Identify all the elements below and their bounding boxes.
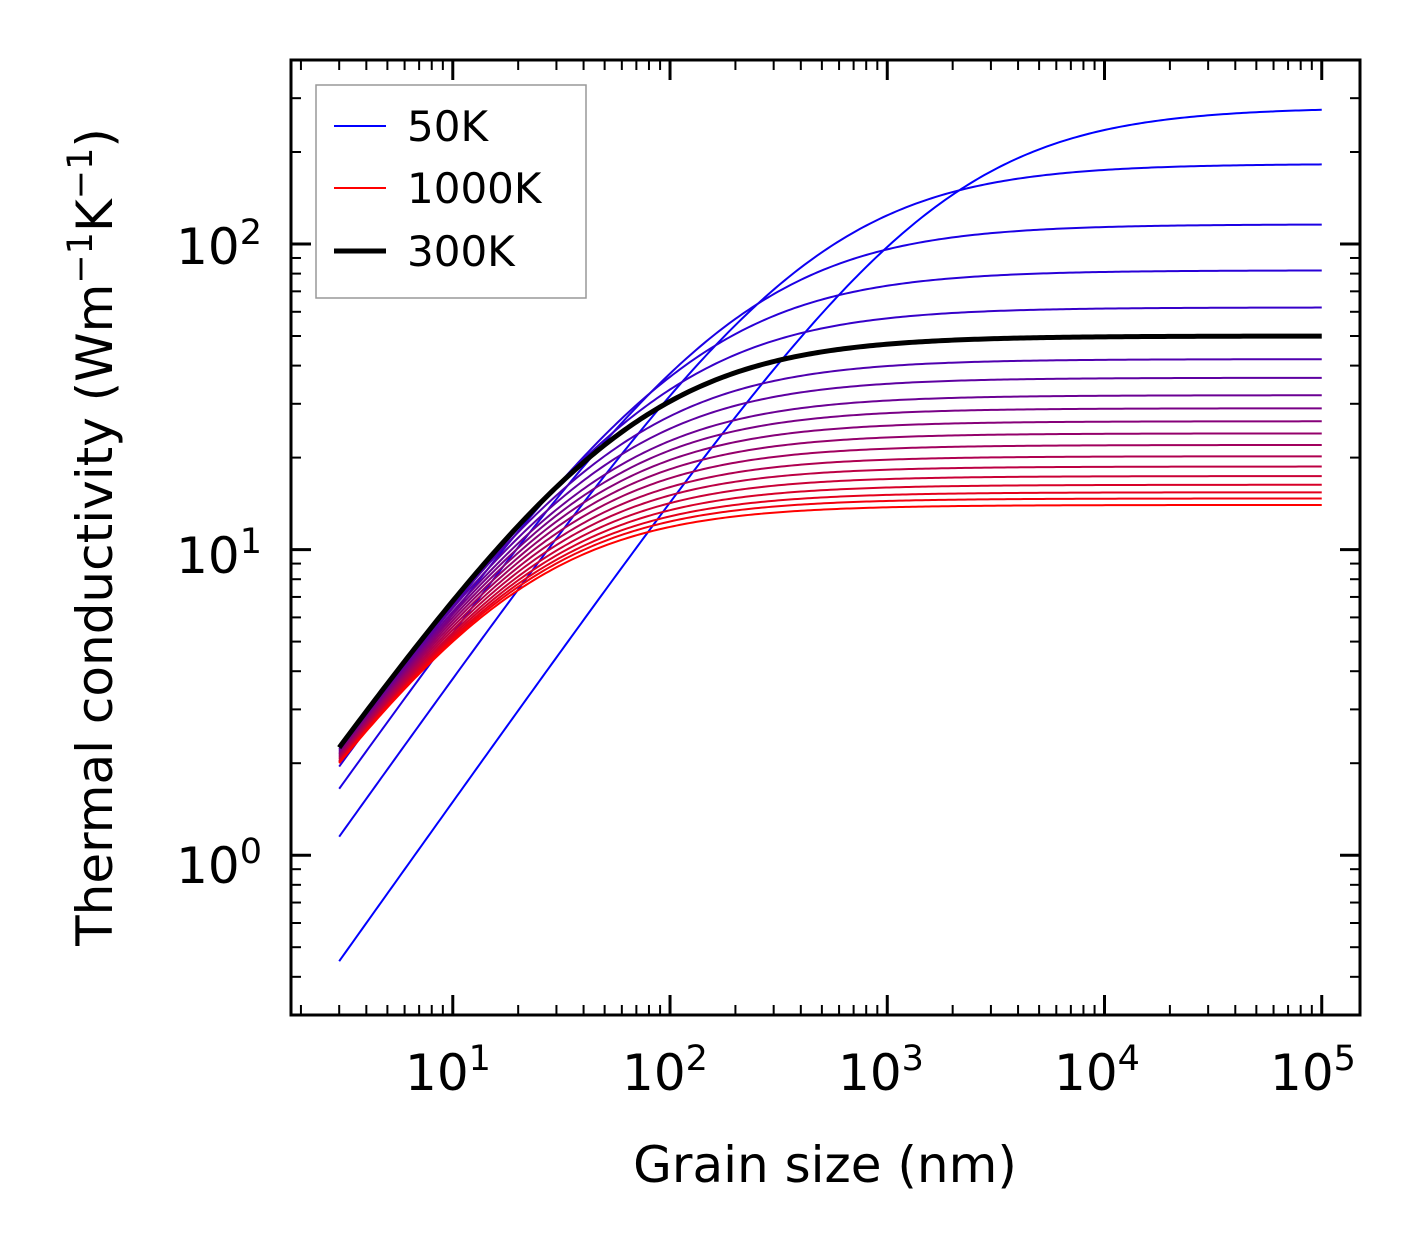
legend: 50K 1000K 300K (315, 84, 587, 299)
legend-box (315, 84, 587, 299)
legend-label-300k: 300K (407, 227, 516, 276)
x-tick-label: 104 (1054, 1039, 1140, 1102)
series-line-800k (338, 475, 1322, 762)
legend-label-1000k: 1000K (407, 164, 543, 213)
x-tick-label: 103 (838, 1039, 924, 1102)
plot-frame (289, 58, 1362, 1017)
y-tick-label: 102 (176, 213, 262, 276)
y-tick-label: 100 (176, 832, 262, 895)
series-line-450k (338, 394, 1322, 753)
series-line-500k (338, 407, 1322, 754)
series-line-1000k (338, 503, 1322, 764)
y-tick-label: 101 (176, 522, 262, 585)
x-axis-label: Grain size (nm) (633, 1136, 1017, 1194)
series-line-350k (338, 358, 1322, 750)
legend-label-50k: 50K (407, 102, 489, 151)
series-line-400k (338, 376, 1322, 752)
series-line-550k (338, 420, 1322, 755)
series-line-700k (338, 455, 1322, 759)
tick-layer (291, 59, 1360, 1016)
series-line-50k (338, 108, 1322, 962)
series-line-100k (338, 163, 1322, 838)
series-line-650k (338, 443, 1322, 758)
series-line-600k (338, 432, 1322, 757)
series-line-950k (338, 497, 1322, 764)
x-tick-labels: 101 102 103 104 105 (405, 1039, 1356, 1102)
series-line-200k (338, 269, 1322, 768)
series-layer (337, 108, 1322, 962)
x-tick-label: 101 (405, 1039, 491, 1102)
series-line-850k (338, 483, 1322, 762)
y-axis-label: Thermal conductivity (Wm−1K−1) (61, 128, 124, 947)
x-tick-label: 105 (1270, 1039, 1356, 1102)
series-line-750k (338, 465, 1322, 760)
y-tick-labels: 100 101 102 (176, 213, 262, 895)
series-line-300k (337, 333, 1322, 750)
series-line-900k (338, 491, 1322, 763)
x-tick-label: 102 (622, 1039, 708, 1102)
